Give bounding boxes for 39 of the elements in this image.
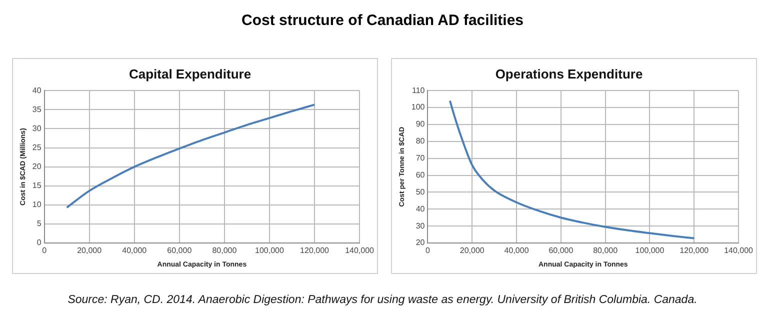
x-tick-label: 80,000 [593,246,618,256]
x-tick-label: 120,000 [300,246,330,256]
x-tick-label: 60,000 [548,246,574,256]
chart-title: Operations Expenditure [495,66,643,82]
y-tick-label: 5 [36,219,42,228]
y-tick-label: 70 [416,154,426,163]
chart-title: Capital Expenditure [128,66,252,82]
x-tick-label: 120,000 [680,246,710,256]
x-tick-label: 80,000 [212,246,238,256]
y-tick-label: 100 [411,102,426,112]
y-tick-label: 20 [416,238,426,248]
line-series [448,100,696,240]
x-tick-label: 20,000 [77,246,102,256]
x-tick-label: 40,000 [504,246,530,256]
y-tick-label: 40 [32,86,42,95]
y-tick-label: 10 [32,200,42,210]
y-tick-label: 90 [416,120,426,129]
source-note: Source: Ryan, CD. 2014. Anaerobic Digestion: Pathways for using waste as energy. University of British Columbia. Canada. [66,294,698,306]
x-tick-label: 100,000 [635,246,665,256]
y-tick-label: 50 [416,187,426,196]
y-tick-label: 20 [32,162,42,172]
x-tick-label: 60,000 [167,246,192,256]
y-tick-label: 15 [32,181,42,190]
y-tick-label: 80 [416,136,426,146]
x-tick-label: 100,000 [255,246,284,256]
y-tick-label: 60 [416,170,426,180]
y-tick-label: 25 [32,142,42,152]
x-tick-label: 140,000 [345,246,375,256]
x-tick-label: 40,000 [122,246,148,256]
y-tick-label: 0 [36,238,42,248]
x-tick-label: 140,000 [724,246,754,256]
text: Cost structure of Canadian AD facilities [240,12,524,29]
x-tick-label: 20,000 [460,246,485,256]
y-tick-label: 40 [416,204,426,214]
y-tick-label: 30 [416,221,426,230]
y-tick-label: 35 [32,104,42,114]
line-series [66,104,316,209]
y-tick-label: 30 [32,124,42,133]
y-tick-label: 110 [412,86,426,95]
